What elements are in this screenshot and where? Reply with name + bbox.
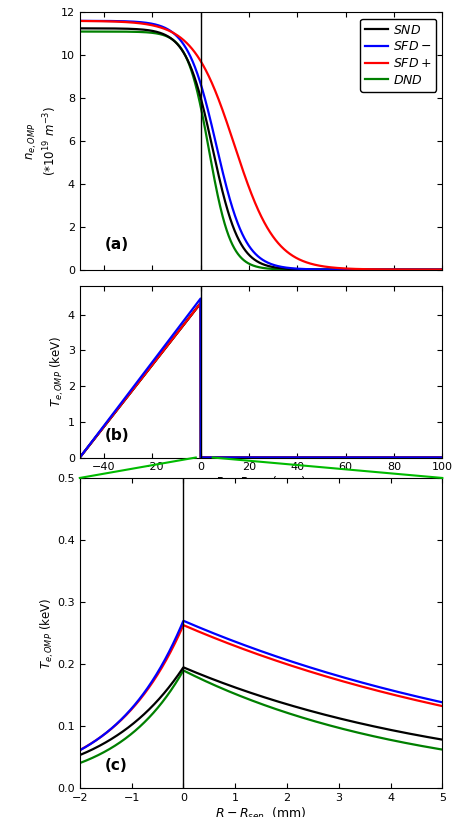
- Y-axis label: $n_{e,OMP}$
($*10^{19}$ $m^{-3}$): $n_{e,OMP}$ ($*10^{19}$ $m^{-3}$): [25, 106, 59, 176]
- Text: (a): (a): [105, 237, 129, 252]
- Text: (b): (b): [105, 428, 130, 444]
- Y-axis label: $T_{e,OMP}$ (keV): $T_{e,OMP}$ (keV): [49, 336, 66, 408]
- Text: (c): (c): [105, 758, 128, 773]
- Y-axis label: $T_{e,OMP}$ (keV): $T_{e,OMP}$ (keV): [38, 597, 56, 669]
- X-axis label: $R-R_{sep}$  (mm): $R-R_{sep}$ (mm): [215, 806, 306, 817]
- Legend: $\mathit{SND}$, $\mathit{SFD-}$, $\mathit{SFD+}$, $\mathit{DND}$: $\mathit{SND}$, $\mathit{SFD-}$, $\mathi…: [359, 19, 435, 92]
- X-axis label: $R-R_{sep}$  (mm): $R-R_{sep}$ (mm): [215, 475, 306, 493]
